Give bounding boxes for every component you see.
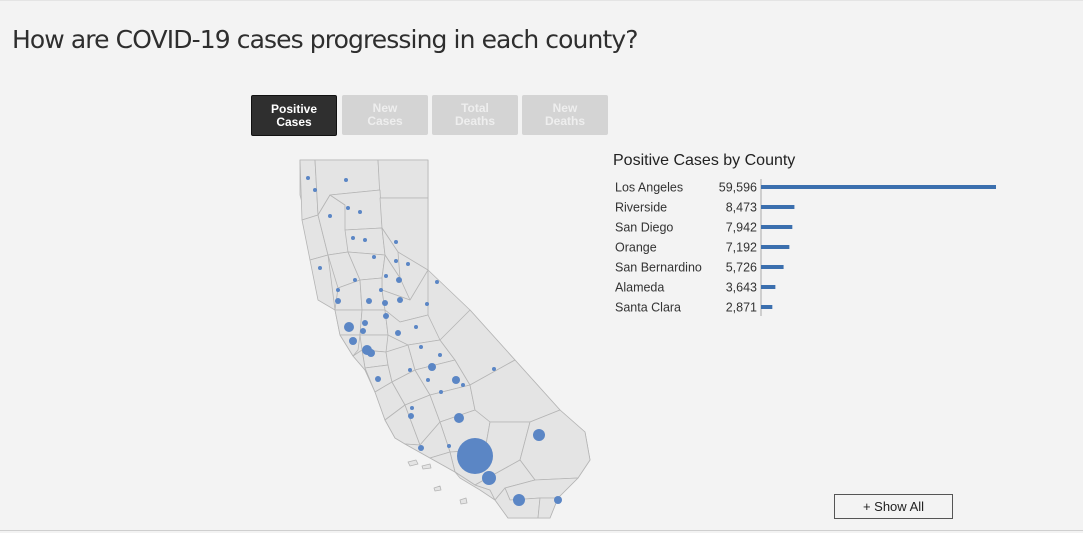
- bar[interactable]: [761, 305, 773, 309]
- tab-new-cases[interactable]: New Cases: [342, 95, 428, 135]
- value-label: 7,192: [726, 241, 757, 255]
- value-label: 5,726: [726, 261, 757, 275]
- county-bubble[interactable]: [408, 368, 412, 372]
- county-bubble[interactable]: [435, 280, 439, 284]
- county-bubble[interactable]: [353, 278, 357, 282]
- county-bubble[interactable]: [396, 277, 402, 283]
- channel-island-1: [407, 459, 419, 467]
- value-label: 7,942: [726, 221, 757, 235]
- county-bubble[interactable]: [362, 320, 368, 326]
- bottom-divider: [0, 530, 1083, 531]
- value-label: 3,643: [726, 281, 757, 295]
- county-bubble[interactable]: [335, 298, 341, 304]
- bar-rows: Los Angeles 59,596 Riverside 8,473 San Diego…: [615, 181, 996, 315]
- tab-positive-cases[interactable]: Positive Cases: [251, 95, 337, 136]
- county-bubble[interactable]: [554, 496, 562, 504]
- county-bubble[interactable]: [482, 471, 496, 485]
- bar[interactable]: [761, 265, 784, 269]
- county-bubble[interactable]: [328, 214, 332, 218]
- county-label: Orange: [615, 241, 657, 255]
- county-modoc: [377, 159, 429, 199]
- county-bubble[interactable]: [346, 206, 350, 210]
- county-bubble[interactable]: [336, 288, 340, 292]
- tab-new-deaths[interactable]: New Deaths: [522, 95, 608, 135]
- county-bubble[interactable]: [367, 349, 375, 357]
- county-label: Alameda: [615, 281, 664, 295]
- county-bubble[interactable]: [439, 390, 443, 394]
- top-divider: [0, 0, 1083, 1]
- county-bubble[interactable]: [533, 429, 545, 441]
- value-label: 8,473: [726, 201, 757, 215]
- county-bubble[interactable]: [394, 240, 398, 244]
- county-bubble[interactable]: [358, 210, 362, 214]
- tab-total-deaths[interactable]: Total Deaths: [432, 95, 518, 135]
- county-bubble[interactable]: [394, 259, 398, 263]
- county-bubble[interactable]: [408, 413, 414, 419]
- county-bubble[interactable]: [351, 236, 355, 240]
- channel-island-4: [459, 497, 468, 505]
- county-bubble[interactable]: [379, 288, 383, 292]
- county-bubble[interactable]: [426, 378, 430, 382]
- county-bubble[interactable]: [419, 345, 423, 349]
- county-bubble[interactable]: [306, 176, 310, 180]
- county-bubble[interactable]: [410, 406, 414, 410]
- county-bubble[interactable]: [384, 274, 388, 278]
- bar[interactable]: [761, 185, 996, 189]
- california-county-map[interactable]: [290, 159, 610, 525]
- chart-title: Positive Cases by County: [613, 152, 796, 169]
- county-bubble[interactable]: [318, 266, 322, 270]
- show-all-button[interactable]: + Show All: [834, 494, 953, 519]
- county-label: Santa Clara: [615, 301, 681, 315]
- positive-cases-bar-chart: Los Angeles 59,596 Riverside 8,473 San Diego…: [615, 179, 996, 316]
- case-bubbles: [306, 176, 562, 506]
- county-bubble[interactable]: [375, 376, 381, 382]
- county-bubble[interactable]: [366, 298, 372, 304]
- channel-island-3: [433, 485, 442, 492]
- bar[interactable]: [761, 205, 795, 209]
- county-bubble[interactable]: [363, 238, 367, 242]
- county-bubble[interactable]: [454, 413, 464, 423]
- county-bubble[interactable]: [425, 302, 429, 306]
- county-bubble[interactable]: [397, 297, 403, 303]
- county-bubble[interactable]: [349, 337, 357, 345]
- county-imperial: [537, 497, 559, 519]
- county-bubble[interactable]: [406, 262, 410, 266]
- county-bubble[interactable]: [383, 313, 389, 319]
- county-santa-barbara: [429, 451, 456, 473]
- county-shapes: [299, 159, 591, 519]
- county-bubble[interactable]: [372, 255, 376, 259]
- county-bubble[interactable]: [452, 376, 460, 384]
- county-bubble[interactable]: [513, 494, 525, 506]
- county-label: Riverside: [615, 201, 667, 215]
- value-label: 2,871: [726, 301, 757, 315]
- page-title: How are COVID-19 cases progressing in ea…: [12, 25, 639, 54]
- county-lassen: [379, 197, 429, 271]
- county-bubble[interactable]: [395, 330, 401, 336]
- county-label: San Diego: [615, 221, 673, 235]
- county-bubble[interactable]: [313, 188, 317, 192]
- bar[interactable]: [761, 285, 776, 289]
- county-bubble[interactable]: [344, 322, 354, 332]
- county-label: Los Angeles: [615, 181, 683, 195]
- county-bubble[interactable]: [344, 178, 348, 182]
- county-bubble[interactable]: [457, 438, 493, 474]
- county-yuba: [359, 277, 386, 311]
- county-bubble[interactable]: [492, 367, 496, 371]
- county-bubble[interactable]: [428, 363, 436, 371]
- county-label: San Bernardino: [615, 261, 702, 275]
- county-bubble[interactable]: [447, 444, 451, 448]
- county-bubble[interactable]: [360, 328, 366, 334]
- county-bubble[interactable]: [382, 300, 388, 306]
- bar[interactable]: [761, 245, 790, 249]
- value-label: 59,596: [719, 181, 757, 195]
- bar[interactable]: [761, 225, 793, 229]
- county-bubble[interactable]: [461, 383, 465, 387]
- county-bubble[interactable]: [438, 353, 442, 357]
- county-bubble[interactable]: [418, 445, 424, 451]
- channel-island-2: [421, 463, 432, 470]
- county-bubble[interactable]: [414, 325, 418, 329]
